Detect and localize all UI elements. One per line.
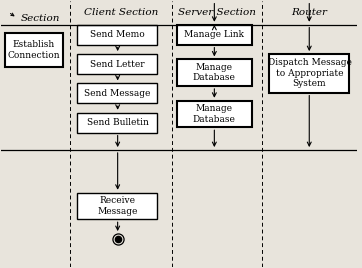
Bar — [77, 54, 157, 74]
Bar — [5, 33, 63, 67]
Bar — [177, 101, 252, 127]
Text: Router: Router — [291, 8, 328, 17]
Bar — [177, 59, 252, 86]
Text: Client Section: Client Section — [84, 8, 158, 17]
Text: Section: Section — [21, 13, 60, 23]
Text: Receive
Message: Receive Message — [97, 196, 138, 216]
Text: Manage
Database: Manage Database — [193, 63, 236, 82]
Text: Send Bulletin: Send Bulletin — [87, 118, 148, 127]
Text: Dispatch Message
to Appropriate
System: Dispatch Message to Appropriate System — [268, 58, 352, 88]
Text: Server Section: Server Section — [178, 8, 256, 17]
Bar — [269, 54, 349, 93]
Text: Send Memo: Send Memo — [90, 30, 145, 39]
Bar — [77, 193, 157, 219]
Bar — [77, 113, 157, 133]
Text: Manage
Database: Manage Database — [193, 104, 236, 124]
Bar — [77, 25, 157, 45]
Bar — [177, 25, 252, 45]
Bar — [77, 83, 157, 103]
Text: Send Message: Send Message — [84, 89, 151, 98]
Text: Manage Link: Manage Link — [184, 30, 244, 39]
Text: Send Letter: Send Letter — [90, 59, 145, 69]
Text: Establish
Connection: Establish Connection — [8, 40, 60, 60]
